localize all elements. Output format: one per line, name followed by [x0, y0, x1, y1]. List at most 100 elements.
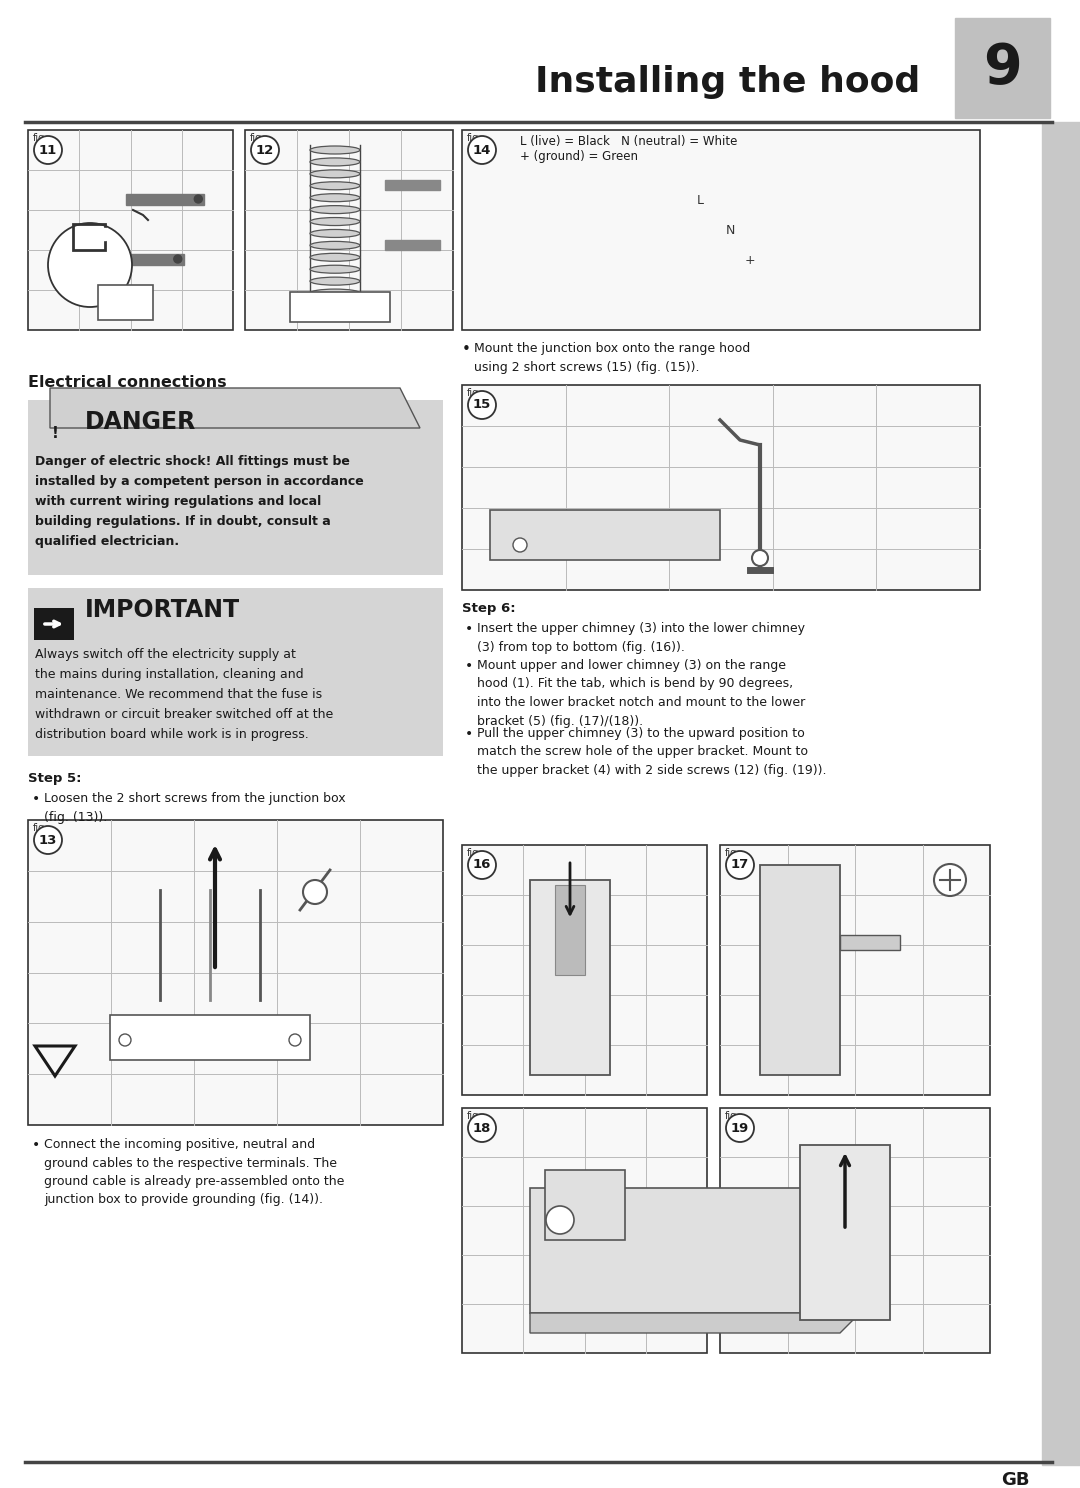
- Text: 15: 15: [473, 399, 491, 412]
- Text: Always switch off the electricity supply at
the mains during installation, clean: Always switch off the electricity supply…: [35, 647, 334, 741]
- Circle shape: [303, 879, 327, 905]
- Text: fig.: fig.: [33, 823, 49, 833]
- Bar: [720, 845, 990, 1095]
- Circle shape: [546, 1205, 573, 1234]
- Bar: [800, 1144, 890, 1320]
- Bar: [98, 286, 153, 320]
- Text: 9: 9: [983, 42, 1022, 95]
- Circle shape: [726, 1115, 754, 1141]
- Circle shape: [934, 865, 966, 896]
- Circle shape: [251, 135, 279, 164]
- Bar: [28, 588, 443, 756]
- Text: fig.: fig.: [33, 132, 49, 143]
- Bar: [462, 845, 707, 1095]
- Text: Loosen the 2 short screws from the junction box
(fig. (13)).: Loosen the 2 short screws from the junct…: [44, 792, 346, 823]
- Text: fig.: fig.: [467, 388, 483, 397]
- Circle shape: [33, 826, 62, 854]
- Text: Step 5:: Step 5:: [28, 772, 81, 786]
- Bar: [291, 292, 390, 321]
- Text: L: L: [697, 193, 703, 207]
- Text: + (ground) = Green: + (ground) = Green: [519, 150, 638, 164]
- Text: Danger of electric shock! All fittings must be
installed by a competent person i: Danger of electric shock! All fittings m…: [35, 455, 364, 548]
- Text: 17: 17: [731, 859, 750, 872]
- Text: Mount the junction box onto the range hood
using 2 short screws (15) (fig. (15)): Mount the junction box onto the range ho…: [474, 342, 751, 373]
- Bar: [33, 609, 75, 640]
- Text: •: •: [465, 659, 473, 673]
- Text: Installing the hood: Installing the hood: [535, 65, 920, 100]
- Bar: [462, 1109, 707, 1353]
- Ellipse shape: [310, 241, 360, 250]
- Polygon shape: [50, 388, 420, 429]
- Circle shape: [726, 851, 754, 879]
- Text: 12: 12: [256, 143, 274, 156]
- Bar: [490, 510, 720, 559]
- Text: 18: 18: [473, 1122, 491, 1134]
- Circle shape: [513, 539, 527, 552]
- Ellipse shape: [310, 170, 360, 179]
- Text: Step 6:: Step 6:: [462, 603, 515, 615]
- Bar: [1042, 122, 1080, 1466]
- Text: •: •: [32, 1138, 40, 1152]
- Text: Mount upper and lower chimney (3) on the range
hood (1). Fit the tab, which is b: Mount upper and lower chimney (3) on the…: [477, 659, 806, 728]
- Circle shape: [468, 851, 496, 879]
- Ellipse shape: [310, 277, 360, 286]
- Text: •: •: [465, 622, 473, 635]
- Text: •: •: [465, 728, 473, 741]
- Text: L (live) = Black   N (neutral) = White: L (live) = Black N (neutral) = White: [519, 135, 738, 147]
- Bar: [28, 400, 443, 574]
- Text: Electrical connections: Electrical connections: [28, 375, 227, 390]
- Text: Insert the upper chimney (3) into the lower chimney
(3) from top to bottom (fig.: Insert the upper chimney (3) into the lo…: [477, 622, 805, 653]
- Bar: [555, 885, 585, 975]
- Ellipse shape: [310, 253, 360, 262]
- Ellipse shape: [310, 217, 360, 226]
- Text: fig.: fig.: [725, 848, 740, 859]
- Circle shape: [468, 135, 496, 164]
- Bar: [760, 865, 840, 1074]
- Polygon shape: [530, 1312, 860, 1333]
- Bar: [126, 193, 204, 205]
- Ellipse shape: [310, 146, 360, 153]
- Bar: [110, 1015, 310, 1059]
- Text: fig.: fig.: [467, 848, 483, 859]
- Bar: [720, 1109, 990, 1353]
- Circle shape: [33, 135, 62, 164]
- Text: fig.: fig.: [467, 132, 483, 143]
- Bar: [126, 254, 184, 265]
- Text: 14: 14: [473, 143, 491, 156]
- Circle shape: [48, 223, 132, 307]
- Text: N: N: [726, 223, 734, 237]
- Bar: [384, 180, 440, 190]
- Text: fig.: fig.: [725, 1112, 740, 1120]
- Text: !: !: [52, 427, 58, 442]
- Bar: [28, 129, 233, 330]
- Ellipse shape: [310, 158, 360, 167]
- Bar: [462, 129, 980, 330]
- Circle shape: [468, 1115, 496, 1141]
- Polygon shape: [530, 1187, 860, 1312]
- Ellipse shape: [310, 205, 360, 214]
- Bar: [840, 934, 900, 949]
- Text: fig.: fig.: [249, 132, 266, 143]
- Circle shape: [289, 1034, 301, 1046]
- Text: IMPORTANT: IMPORTANT: [85, 598, 240, 622]
- Bar: [384, 240, 440, 250]
- Text: +: +: [745, 253, 755, 266]
- Circle shape: [119, 1034, 131, 1046]
- Text: 13: 13: [39, 833, 57, 847]
- Bar: [545, 1170, 625, 1240]
- Bar: [245, 129, 453, 330]
- Ellipse shape: [310, 193, 360, 202]
- Text: 19: 19: [731, 1122, 750, 1134]
- Circle shape: [752, 551, 768, 565]
- Ellipse shape: [310, 182, 360, 190]
- Bar: [462, 385, 980, 591]
- Bar: [28, 820, 443, 1125]
- Text: GB: GB: [1001, 1472, 1030, 1488]
- Text: 16: 16: [473, 859, 491, 872]
- Bar: [87, 228, 106, 240]
- Ellipse shape: [310, 229, 360, 238]
- Text: Connect the incoming positive, neutral and
ground cables to the respective termi: Connect the incoming positive, neutral a…: [44, 1138, 345, 1207]
- Ellipse shape: [310, 265, 360, 274]
- Bar: [955, 18, 1050, 118]
- Circle shape: [194, 195, 202, 202]
